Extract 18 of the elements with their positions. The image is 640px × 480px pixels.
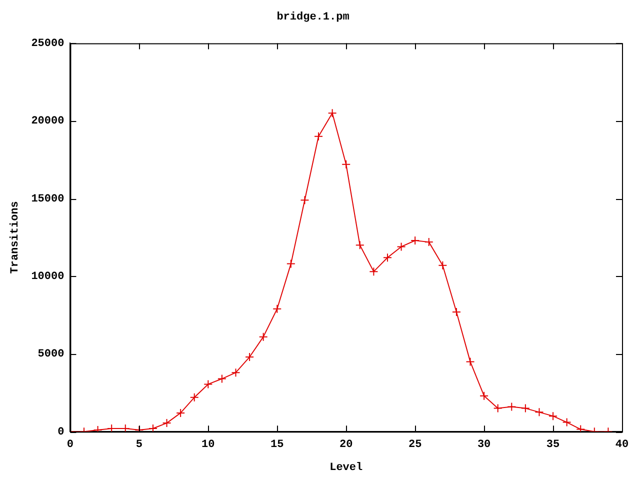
x-tick-label: 25 (408, 438, 422, 451)
x-tick-label: 20 (340, 438, 353, 451)
y-tick-label: 5000 (38, 348, 64, 361)
x-tick-label: 40 (615, 438, 629, 451)
y-tick-label: 25000 (31, 38, 64, 50)
chart-title: bridge.1.pm (276, 11, 350, 24)
x-tick-label: 0 (66, 438, 74, 451)
x-tick-label: 5 (136, 438, 143, 451)
y-tick-label: 15000 (31, 193, 64, 206)
x-tick-label: 15 (270, 438, 284, 451)
y-tick-label: 20000 (31, 116, 64, 128)
x-tick-label: 30 (477, 438, 491, 451)
x-tick-label: 35 (546, 438, 560, 451)
y-axis-title: Transitions (9, 201, 22, 274)
y-tick-label: 0 (58, 426, 64, 438)
x-axis-title: Level (330, 462, 363, 474)
x-tick-label: 10 (202, 438, 215, 451)
y-tick-label: 10000 (31, 271, 64, 284)
